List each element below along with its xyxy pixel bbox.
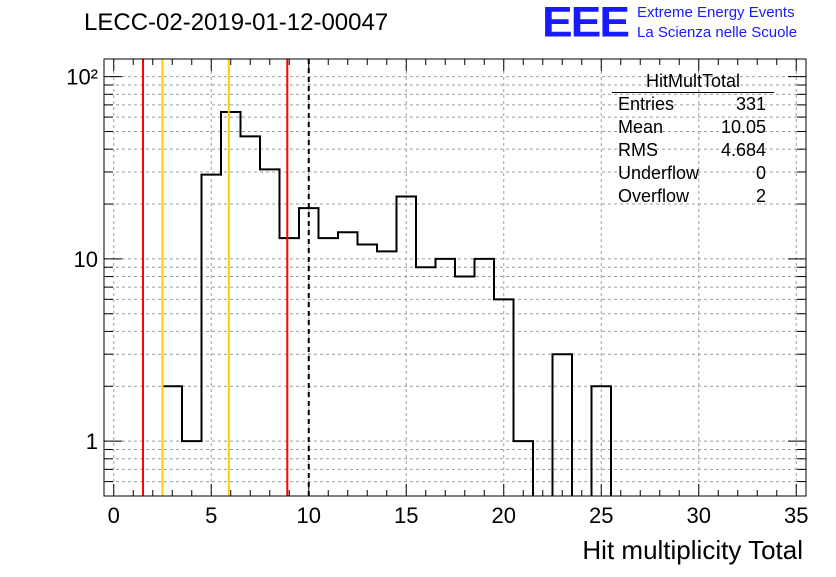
histogram-bin-11 [319,238,339,496]
histogram-bin-6 [221,112,241,496]
stat-row-underflow: Underflow 0 [612,162,774,185]
histogram-series [161,110,612,496]
stat-label: Mean [618,117,664,137]
plot-title: LECC-02-2019-01-12-00047 [84,9,389,36]
stats-title: HitMultTotal [612,71,774,93]
y-tick-label: 1 [86,429,98,454]
x-tick-label: 20 [492,503,516,528]
x-axis-label: Hit multiplicity Total [582,535,803,565]
stat-row-rms: RMS 4.684 [612,139,774,162]
histogram-bin-12 [338,232,358,496]
y-tick-label: 10² [66,65,98,90]
x-tick-label: 35 [784,503,808,528]
x-tick-label: 30 [687,503,711,528]
stat-row-overflow: Overflow 2 [612,185,774,208]
x-tick-label: 0 [108,503,120,528]
stat-value: 0 [755,163,766,183]
logo-subtitle-line-2: La Scienza nelle Scuole [637,24,798,41]
stat-row-mean: Mean 10.05 [612,116,774,139]
stat-value: 2 [755,186,766,206]
y-tick-label: 10 [74,247,98,272]
histogram-bin-8 [260,169,280,496]
histogram-bin-23 [553,354,573,496]
stat-label: Overflow [618,186,690,206]
stats-box: HitMultTotal Entries 331 Mean 10.05 RMS … [612,71,774,208]
x-tick-label: 25 [589,503,613,528]
eee-logo: EEE [542,0,630,46]
stat-row-entries: Entries 331 [612,93,774,116]
histogram-bin-17 [436,259,456,496]
histogram-bin-25 [592,386,612,496]
histogram-bin-13 [358,244,378,496]
histogram-bin-15 [397,196,417,496]
stat-value: 4.684 [720,140,766,160]
plot-frame [103,58,807,497]
x-tick-label: 15 [394,503,418,528]
histogram-bin-5 [202,175,222,496]
stat-value: 331 [735,94,766,114]
logo-subtitle-line-1: Extreme Energy Events [637,4,795,21]
histogram-bin-9 [280,238,300,496]
stat-label: Entries [618,94,675,114]
histogram-bin-20 [494,299,514,496]
histogram-bin-18 [455,277,475,496]
histogram-bin-7 [241,136,261,496]
stat-label: RMS [618,140,658,160]
histogram-bin-21 [514,441,534,496]
stat-label: Underflow [618,163,700,183]
histogram-bin-14 [377,251,397,496]
stat-value: 10.05 [720,117,766,137]
histogram-bin-3 [163,386,183,496]
x-tick-label: 5 [205,503,217,528]
histogram-bin-16 [416,267,436,496]
x-tick-label: 10 [297,503,321,528]
histogram-bin-19 [475,259,495,496]
histogram-bin-4 [182,441,202,496]
